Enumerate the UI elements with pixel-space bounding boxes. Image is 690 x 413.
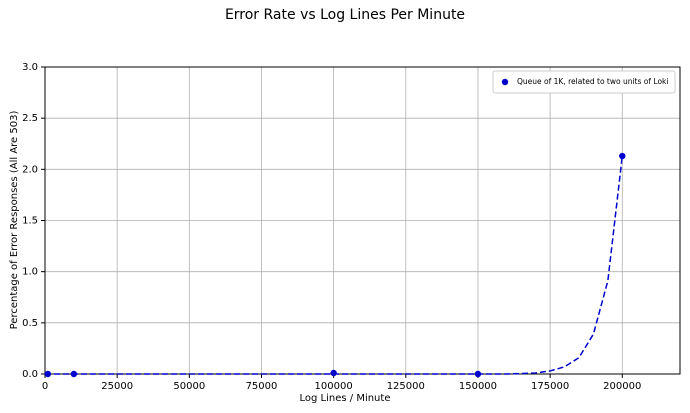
y-tick-label: 0.0 [22,369,38,380]
chart-title: Error Rate vs Log Lines Per Minute [225,7,465,23]
x-tick-label: 100000 [315,381,353,392]
legend-marker [501,78,509,86]
fit-line [45,155,624,375]
x-tick-label: 125000 [387,381,425,392]
y-tick-label: 2.0 [22,164,38,175]
x-tick-label: 200000 [603,381,641,392]
y-tick-label: 2.5 [22,113,38,124]
legend-label: Queue of 1K, related to two units of Lok… [517,77,668,86]
y-tick-label: 3.0 [22,62,38,73]
x-tick-label: 0 [42,381,48,392]
data-point [330,369,337,377]
x-tick-label: 50000 [173,381,205,392]
x-axis-label: Log Lines / Minute [300,393,391,404]
legend-box [492,70,676,94]
x-tick-label: 150000 [459,381,497,392]
y-axis-label: Percentage of Error Responses (All Are 5… [9,111,20,330]
x-tick-label: 75000 [246,381,278,392]
x-tick-label: 25000 [101,381,133,392]
y-tick-label: 0.5 [22,318,38,329]
x-tick-label: 175000 [531,381,569,392]
y-tick-label: 1.5 [22,216,38,227]
y-tick-label: 1.0 [22,267,38,278]
data-point [619,152,626,160]
